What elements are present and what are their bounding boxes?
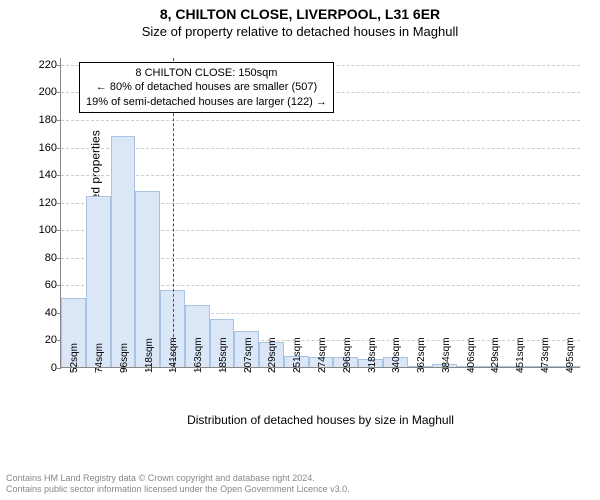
y-tick-mark (57, 368, 61, 369)
x-tick-label: 251sqm (292, 337, 303, 373)
plot-area: Number of detached properties Distributi… (60, 58, 580, 368)
x-tick-label: 163sqm (193, 337, 204, 373)
y-tick-mark (57, 120, 61, 121)
x-tick-label: 384sqm (441, 337, 452, 373)
gridline (61, 120, 580, 121)
annotation-line: ← 80% of detached houses are smaller (50… (86, 80, 327, 94)
histogram-bar (111, 136, 136, 367)
y-tick-mark (57, 65, 61, 66)
x-tick-label: 141sqm (168, 337, 179, 373)
chart-area: Number of detached properties Distributi… (60, 48, 580, 408)
x-axis-label: Distribution of detached houses by size … (187, 413, 454, 427)
x-tick-label: 495sqm (565, 337, 576, 373)
page-title: 8, CHILTON CLOSE, LIVERPOOL, L31 6ER (0, 6, 600, 22)
x-tick-label: 406sqm (466, 337, 477, 373)
x-tick-label: 362sqm (416, 337, 427, 373)
histogram-bar (86, 196, 111, 367)
x-tick-label: 96sqm (119, 343, 130, 373)
x-tick-label: 52sqm (69, 343, 80, 373)
annotation-box: 8 CHILTON CLOSE: 150sqm← 80% of detached… (79, 62, 334, 113)
footer-line-1: Contains HM Land Registry data © Crown c… (6, 473, 350, 485)
x-tick-label: 274sqm (317, 337, 328, 373)
x-tick-label: 473sqm (540, 337, 551, 373)
gridline (61, 175, 580, 176)
x-tick-label: 451sqm (515, 337, 526, 373)
footer-line-2: Contains public sector information licen… (6, 484, 350, 496)
x-tick-label: 429sqm (490, 337, 501, 373)
y-tick-mark (57, 258, 61, 259)
y-tick-mark (57, 230, 61, 231)
y-tick-mark (57, 148, 61, 149)
gridline (61, 148, 580, 149)
x-tick-label: 118sqm (144, 338, 155, 373)
page-subtitle: Size of property relative to detached ho… (0, 24, 600, 39)
x-tick-label: 296sqm (342, 337, 353, 373)
x-tick-label: 318sqm (367, 337, 378, 373)
x-tick-label: 229sqm (267, 337, 278, 373)
x-tick-label: 207sqm (243, 337, 254, 373)
x-tick-label: 185sqm (218, 337, 229, 373)
x-tick-label: 340sqm (391, 337, 402, 373)
y-tick-mark (57, 92, 61, 93)
x-tick-label: 74sqm (94, 343, 105, 373)
y-tick-mark (57, 175, 61, 176)
annotation-line: 19% of semi-detached houses are larger (… (86, 95, 327, 109)
footer-attribution: Contains HM Land Registry data © Crown c… (6, 473, 350, 496)
y-tick-mark (57, 285, 61, 286)
y-tick-mark (57, 203, 61, 204)
annotation-line: 8 CHILTON CLOSE: 150sqm (86, 66, 327, 80)
